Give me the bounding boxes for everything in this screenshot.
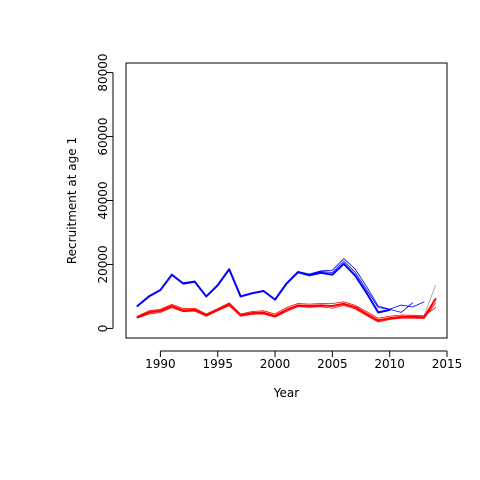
series-line-6 [423,284,436,317]
x-tick-label: 2015 [432,357,463,371]
x-tick-label: 2005 [317,357,348,371]
plot-frame [125,62,448,339]
y-axis-label: Recruitment at age 1 [65,137,79,264]
x-tick-label: 1995 [202,357,233,371]
x-tick-label: 2000 [260,357,291,371]
x-axis-label: Year [273,386,299,400]
series-line-2 [137,260,414,313]
y-tick-label: 40000 [96,181,110,219]
plot-lines [136,258,437,323]
y-tick-label: 80000 [96,53,110,91]
series-line-7 [136,297,437,322]
x-axis: 1990 1995 2000 2005 2010 2015 [145,350,463,371]
y-tick-label: 60000 [96,117,110,155]
x-tick-label: 1990 [145,357,176,371]
series-line-5 [137,302,436,323]
y-tick-label: 0 [96,325,110,333]
series-line-1 [137,258,425,310]
y-axis: 0 20000 40000 60000 80000 [96,53,114,333]
x-tick-label: 2010 [374,357,405,371]
series-line-3 [136,262,391,314]
y-tick-label: 20000 [96,245,110,283]
series-line-4 [137,301,436,319]
